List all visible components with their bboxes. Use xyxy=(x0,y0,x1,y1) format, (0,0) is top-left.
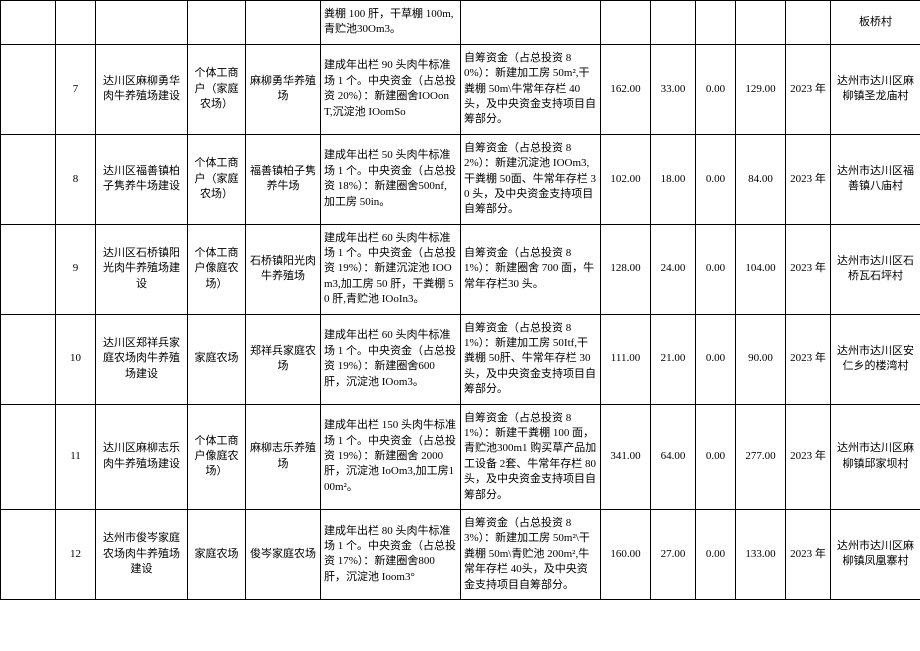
cell: 达川区福善镇柏子隽养牛场建设 xyxy=(96,134,188,224)
table-row: 12达州市俊岑家庭农场肉牛养殖场建设家庭农场俊岑家庭农场建成年出栏 80 头肉牛… xyxy=(1,509,920,599)
cell xyxy=(651,1,696,45)
cell: 0.00 xyxy=(696,314,736,404)
cell: 个体工商户像庭农场） xyxy=(188,404,246,509)
cell: 达川区麻柳志乐肉牛养殖场建设 xyxy=(96,404,188,509)
cell: 自筹资金（占总投资 83%）：新建加工房 50m²\干粪棚 50m\青贮池 20… xyxy=(461,509,601,599)
cell xyxy=(56,1,96,45)
cell xyxy=(1,134,56,224)
cell xyxy=(1,44,56,134)
cell xyxy=(736,1,786,45)
cell: 0.00 xyxy=(696,224,736,314)
table-row: 10达川区郑祥兵家庭农场肉牛养殖场建设家庭农场郑祥兵家庭农场建成年出栏 60 头… xyxy=(1,314,920,404)
cell xyxy=(1,224,56,314)
cell: 建成年出栏 60 头肉牛标准场 1 个。中央资金（占总投资 19%）：新建圈舍6… xyxy=(321,314,461,404)
cell: 27.00 xyxy=(651,509,696,599)
cell: 111.00 xyxy=(601,314,651,404)
table-row: 粪棚 100 肝，干草棚 100m,青贮池30Om3。 板桥村 xyxy=(1,1,920,45)
table-row: 7达川区麻柳勇华肉牛养殖场建设个体工商户（家庭农场）麻柳勇华养殖场建成年出栏 9… xyxy=(1,44,920,134)
cell: 129.00 xyxy=(736,44,786,134)
cell: 104.00 xyxy=(736,224,786,314)
cell: 麻柳勇华养殖场 xyxy=(246,44,321,134)
cell: 建成年出栏 90 头肉牛标准场 1 个。中央资金（占总投资 20%）：新建圈舍I… xyxy=(321,44,461,134)
cell: 福善镇柏子隽养牛场 xyxy=(246,134,321,224)
cell: 11 xyxy=(56,404,96,509)
cell: 自筹资金（占总投资 80%）：新建加工房 50m²,干粪棚 50m\牛常年存栏 … xyxy=(461,44,601,134)
cell: 2023 年 xyxy=(786,404,831,509)
cell xyxy=(188,1,246,45)
cell: 自筹资金（占总投资 81%）：新建加工房 50Itf,干粪棚 50肝、牛常年存栏… xyxy=(461,314,601,404)
cell: 建成年出栏 150 头肉牛标准场 1 个。中央资金（占总投资 19%）：新建圈舍… xyxy=(321,404,461,509)
cell: 18.00 xyxy=(651,134,696,224)
cell: 10 xyxy=(56,314,96,404)
cell: 达州市达川区石桥瓦石坪村 xyxy=(831,224,920,314)
cell: 达州市俊岑家庭农场肉牛养殖场建设 xyxy=(96,509,188,599)
cell: 64.00 xyxy=(651,404,696,509)
cell: 郑祥兵家庭农场 xyxy=(246,314,321,404)
cell: 个体工商户像庭农场） xyxy=(188,224,246,314)
cell: 24.00 xyxy=(651,224,696,314)
cell: 石桥镇阳光肉牛养殖场 xyxy=(246,224,321,314)
cell xyxy=(246,1,321,45)
cell: 128.00 xyxy=(601,224,651,314)
cell: 建成年出栏 50 头肉牛标准场 1 个。中央资金（占总投资 18%）：新建圈舍5… xyxy=(321,134,461,224)
cell: 达州市达川区麻柳镇凤凰寨村 xyxy=(831,509,920,599)
cell: 84.00 xyxy=(736,134,786,224)
data-table: 粪棚 100 肝，干草棚 100m,青贮池30Om3。板桥村7达川区麻柳勇华肉牛… xyxy=(0,0,920,600)
table-row: 9达川区石桥镇阳光肉牛养殖场建设个体工商户像庭农场）石桥镇阳光肉牛养殖场建成年出… xyxy=(1,224,920,314)
cell: 33.00 xyxy=(651,44,696,134)
cell xyxy=(1,1,56,45)
cell: 2023 年 xyxy=(786,44,831,134)
cell: 自筹资金（占总投资 81%）：新建圈舍 700 面，牛常年存栏30 头。 xyxy=(461,224,601,314)
cell xyxy=(96,1,188,45)
cell: 麻柳志乐养殖场 xyxy=(246,404,321,509)
cell: 2023 年 xyxy=(786,314,831,404)
cell: 90.00 xyxy=(736,314,786,404)
cell: 粪棚 100 肝，干草棚 100m,青贮池30Om3。 xyxy=(321,1,461,45)
cell: 162.00 xyxy=(601,44,651,134)
cell xyxy=(696,1,736,45)
table-row: 11达川区麻柳志乐肉牛养殖场建设个体工商户像庭农场）麻柳志乐养殖场建成年出栏 1… xyxy=(1,404,920,509)
cell xyxy=(1,314,56,404)
cell: 达州市达川区麻柳镇邱家坝村 xyxy=(831,404,920,509)
cell: 达州市达川区麻柳镇圣龙庙村 xyxy=(831,44,920,134)
cell: 达州市达川区福善镇八庙村 xyxy=(831,134,920,224)
cell: 2023 年 xyxy=(786,224,831,314)
cell: 0.00 xyxy=(696,509,736,599)
cell xyxy=(1,509,56,599)
cell: 133.00 xyxy=(736,509,786,599)
cell: 达川区石桥镇阳光肉牛养殖场建设 xyxy=(96,224,188,314)
cell: 家庭农场 xyxy=(188,314,246,404)
cell xyxy=(1,404,56,509)
cell: 建成年出栏 80 头肉牛标准场 1 个。中央资金（占总投资 17%）：新建圈舍8… xyxy=(321,509,461,599)
cell: 7 xyxy=(56,44,96,134)
cell: 102.00 xyxy=(601,134,651,224)
cell: 2023 年 xyxy=(786,134,831,224)
cell: 9 xyxy=(56,224,96,314)
cell: 建成年出栏 60 头肉牛标准场 1 个。中央资金（占总投资 19%）：新建沉淀池… xyxy=(321,224,461,314)
cell: 341.00 xyxy=(601,404,651,509)
cell: 自筹资金（占总投资 81%）：新建干粪棚 100 面，青贮池300m1 购买草产… xyxy=(461,404,601,509)
cell: 俊岑家庭农场 xyxy=(246,509,321,599)
cell xyxy=(786,1,831,45)
table-row: 8达川区福善镇柏子隽养牛场建设个体工商户（家庭农场）福善镇柏子隽养牛场建成年出栏… xyxy=(1,134,920,224)
cell: 21.00 xyxy=(651,314,696,404)
cell: 个体工商户（家庭农场） xyxy=(188,134,246,224)
cell: 达川区麻柳勇华肉牛养殖场建设 xyxy=(96,44,188,134)
cell: 自筹资金（占总投资 82%）：新建沉淀池 IOOm3,干粪棚 50面、牛常年存栏… xyxy=(461,134,601,224)
cell xyxy=(601,1,651,45)
cell: 家庭农场 xyxy=(188,509,246,599)
cell: 160.00 xyxy=(601,509,651,599)
cell: 2023 年 xyxy=(786,509,831,599)
cell: 0.00 xyxy=(696,44,736,134)
cell: 达州市达川区安仁乡的楼湾村 xyxy=(831,314,920,404)
cell: 0.00 xyxy=(696,404,736,509)
cell: 277.00 xyxy=(736,404,786,509)
cell: 个体工商户（家庭农场） xyxy=(188,44,246,134)
cell: 板桥村 xyxy=(831,1,920,45)
cell: 0.00 xyxy=(696,134,736,224)
cell: 12 xyxy=(56,509,96,599)
cell: 达川区郑祥兵家庭农场肉牛养殖场建设 xyxy=(96,314,188,404)
cell xyxy=(461,1,601,45)
cell: 8 xyxy=(56,134,96,224)
